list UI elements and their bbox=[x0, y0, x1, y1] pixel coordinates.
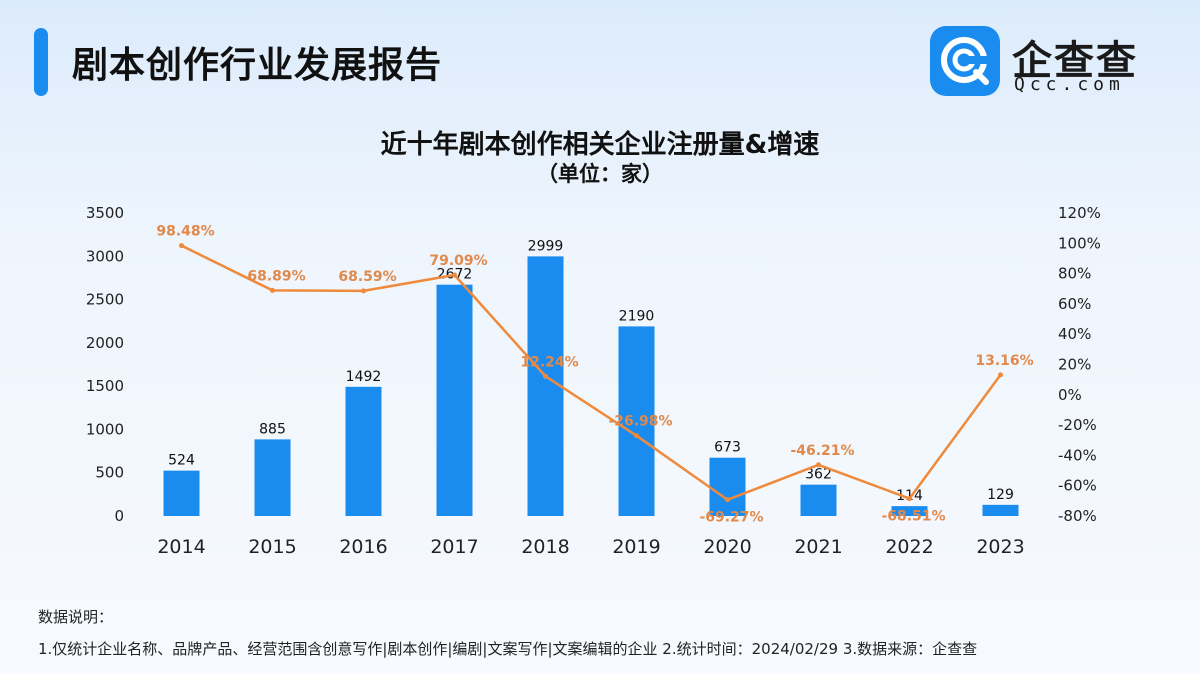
bar-value-label: 524 bbox=[168, 453, 195, 469]
growth-rate-point bbox=[634, 433, 639, 439]
y-right-tick-label: -40% bbox=[1058, 446, 1097, 464]
growth-rate-label: 68.59% bbox=[338, 269, 396, 285]
chart-subtitle: （单位：家） bbox=[537, 162, 663, 186]
y-left-tick-label: 0 bbox=[114, 507, 124, 525]
y-right-tick-label: 20% bbox=[1058, 356, 1091, 374]
logo-domain: Qcc.com bbox=[1014, 74, 1125, 95]
bar bbox=[254, 439, 291, 516]
growth-rate-label: -46.21% bbox=[790, 443, 854, 459]
growth-rate-point bbox=[543, 373, 548, 379]
x-tick-label: 2014 bbox=[157, 536, 205, 558]
bar-value-label: 673 bbox=[714, 440, 741, 456]
y-right-tick-label: 60% bbox=[1058, 295, 1091, 313]
bar bbox=[800, 484, 837, 516]
x-tick-label: 2016 bbox=[339, 536, 387, 558]
y-left-tick-label: 1500 bbox=[86, 377, 124, 395]
growth-rate-label: -26.98% bbox=[608, 414, 672, 430]
notes-label: 数据说明： bbox=[38, 608, 114, 626]
x-tick-label: 2019 bbox=[612, 536, 660, 558]
growth-rate-point bbox=[907, 496, 912, 502]
bar bbox=[709, 457, 746, 516]
y-right-tick-label: 40% bbox=[1058, 325, 1091, 343]
x-tick-label: 2018 bbox=[521, 536, 569, 558]
y-left-tick-label: 2000 bbox=[86, 334, 124, 352]
page-title: 剧本创作行业发展报告 bbox=[72, 45, 443, 86]
y-left-tick-label: 500 bbox=[95, 464, 124, 482]
growth-rate-label: 98.48% bbox=[156, 224, 214, 240]
x-tick-label: 2017 bbox=[430, 536, 478, 558]
bar-value-label: 885 bbox=[259, 421, 286, 437]
y-left-tick-label: 3000 bbox=[86, 247, 124, 265]
bar-value-label: 1492 bbox=[346, 369, 382, 385]
x-tick-label: 2015 bbox=[248, 536, 296, 558]
qcc-logo-icon bbox=[930, 26, 1000, 96]
growth-rate-label: -69.27% bbox=[699, 510, 763, 526]
bar-value-label: 2999 bbox=[528, 238, 564, 254]
notes-text: 1.仅统计企业名称、品牌产品、经营范围含创意写作|剧本创作|编剧|文案写作|文案… bbox=[38, 640, 978, 658]
y-right-tick-label: -60% bbox=[1058, 477, 1097, 495]
bar bbox=[618, 326, 655, 516]
bar-value-label: 129 bbox=[987, 487, 1014, 503]
bar bbox=[345, 386, 382, 516]
y-right-tick-label: 80% bbox=[1058, 265, 1091, 283]
y-right-tick-label: 100% bbox=[1058, 234, 1101, 252]
growth-rate-point bbox=[816, 462, 821, 468]
bar bbox=[163, 470, 200, 516]
growth-rate-point bbox=[452, 272, 457, 278]
y-left-tick-label: 3500 bbox=[86, 204, 124, 222]
bar bbox=[982, 504, 1019, 516]
growth-rate-point bbox=[725, 497, 730, 503]
bar-value-label: 2190 bbox=[619, 308, 655, 324]
x-tick-label: 2020 bbox=[703, 536, 751, 558]
brand-logo: 企查查 Qcc.com bbox=[930, 26, 1160, 100]
y-right-tick-label: 120% bbox=[1058, 204, 1101, 222]
growth-rate-point bbox=[270, 287, 275, 293]
chart-title: 近十年剧本创作相关企业注册量&增速 bbox=[380, 130, 820, 160]
y-left-tick-label: 1000 bbox=[86, 420, 124, 438]
growth-rate-point bbox=[361, 288, 366, 294]
bar bbox=[891, 506, 928, 516]
growth-rate-label: -68.51% bbox=[881, 509, 945, 525]
header-accent-bar bbox=[34, 28, 48, 96]
growth-rate-label: 68.89% bbox=[247, 268, 305, 284]
x-tick-label: 2022 bbox=[885, 536, 933, 558]
growth-rate-label: 79.09% bbox=[429, 253, 487, 269]
y-right-tick-label: 0% bbox=[1058, 386, 1082, 404]
y-right-tick-label: -20% bbox=[1058, 416, 1097, 434]
y-right-tick-label: -80% bbox=[1058, 507, 1097, 525]
bar-value-label: 362 bbox=[805, 467, 832, 483]
growth-rate-label: 13.16% bbox=[975, 353, 1033, 369]
x-tick-label: 2023 bbox=[976, 536, 1024, 558]
bar bbox=[527, 256, 564, 516]
growth-rate-point bbox=[179, 243, 184, 249]
x-tick-label: 2021 bbox=[794, 536, 842, 558]
growth-rate-line bbox=[180, 244, 1002, 501]
growth-rate-point bbox=[998, 372, 1003, 378]
chart: 0 500 1000 1500 2000 2500 3000 3500 -80% -60% -40%… bbox=[86, 204, 1101, 558]
logo-name: 企查查 bbox=[1012, 38, 1138, 84]
growth-rate-label: 12.24% bbox=[520, 354, 578, 370]
bar bbox=[436, 284, 473, 516]
y-left-tick-label: 2500 bbox=[86, 291, 124, 309]
